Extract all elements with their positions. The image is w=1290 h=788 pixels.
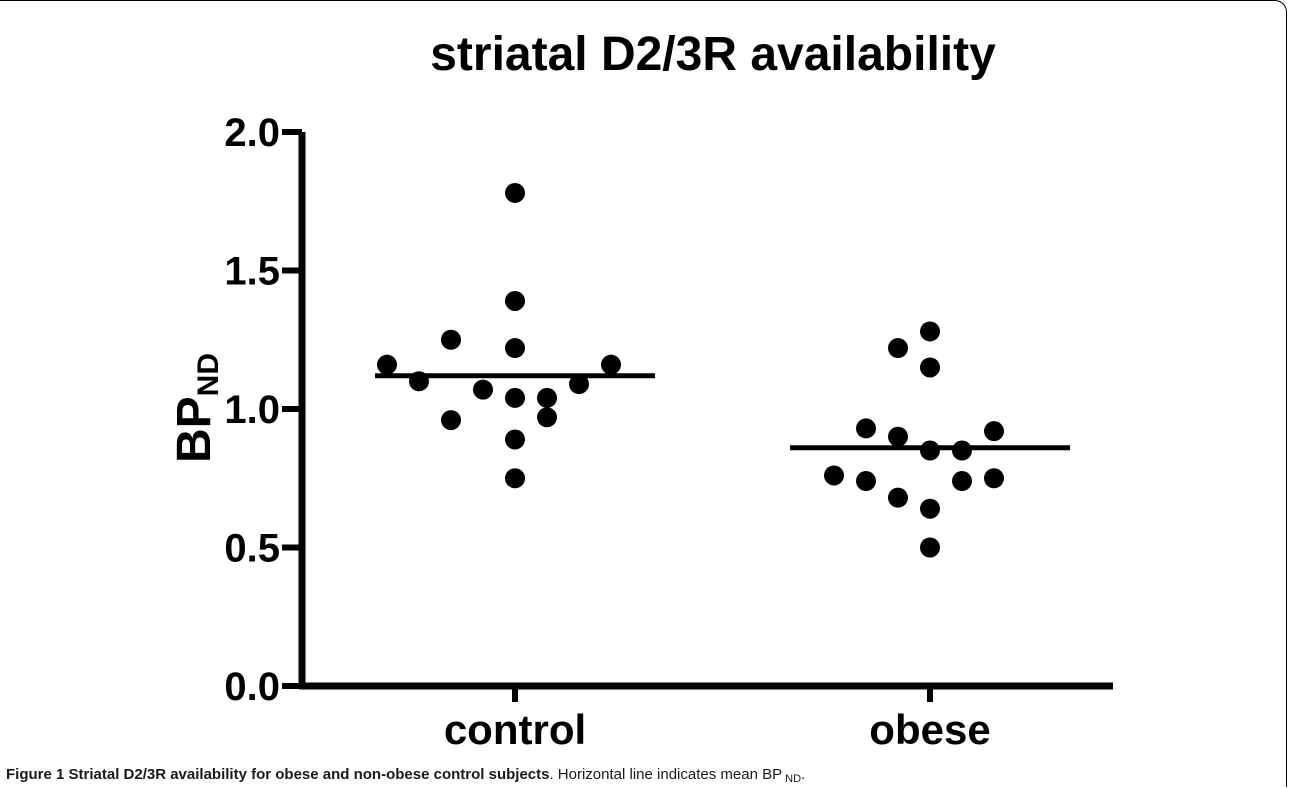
data-point-obese bbox=[888, 338, 908, 359]
data-point-control bbox=[505, 387, 525, 408]
data-point-control bbox=[505, 290, 525, 311]
caption-subscript: ND bbox=[785, 773, 802, 785]
svg-text:BPND: BPND bbox=[168, 353, 225, 463]
y-tick-label: 1.0 bbox=[224, 388, 280, 432]
data-point-obese bbox=[984, 421, 1004, 442]
data-point-obese bbox=[952, 471, 972, 492]
caption-label: Figure 1 Striatal D2/3R availability for… bbox=[6, 766, 550, 783]
data-point-obese bbox=[824, 465, 844, 486]
data-point-obese bbox=[856, 418, 876, 439]
chart-title: striatal D2/3R availability bbox=[430, 28, 996, 81]
figure-caption: Figure 1 Striatal D2/3R availability for… bbox=[6, 766, 1286, 785]
caption-text: . Horizontal line indicates mean BP bbox=[549, 766, 783, 783]
data-point-control bbox=[505, 429, 525, 450]
y-axis-label: BPND bbox=[168, 353, 225, 463]
y-axis-label-main: BP bbox=[168, 396, 221, 463]
axes bbox=[298, 132, 1113, 690]
x-tick-label-control: control bbox=[444, 706, 586, 753]
data-point-obese bbox=[952, 440, 972, 461]
data-point-obese bbox=[920, 537, 940, 558]
data-point-obese bbox=[888, 487, 908, 508]
data-point-obese bbox=[920, 498, 940, 519]
data-point-control bbox=[505, 468, 525, 489]
data-point-control bbox=[505, 182, 525, 203]
y-tick-label: 0.5 bbox=[224, 527, 280, 571]
data-point-obese bbox=[920, 321, 940, 342]
data-point-control bbox=[441, 410, 461, 431]
x-tick-label-obese: obese bbox=[869, 706, 990, 753]
y-axis-label-subscript: ND bbox=[192, 353, 225, 396]
data-point-obese bbox=[856, 471, 876, 492]
caption-end: . bbox=[801, 766, 806, 783]
data-point-obese bbox=[984, 468, 1004, 489]
x-ticks: control obese bbox=[444, 686, 991, 753]
data-point-control bbox=[441, 329, 461, 350]
data-point-obese bbox=[920, 357, 940, 378]
y-ticks: 0.0 0.5 1.0 1.5 2.0 bbox=[224, 111, 302, 709]
y-tick-label: 0.0 bbox=[224, 665, 280, 709]
data-point-control bbox=[377, 354, 397, 375]
data-point-control bbox=[601, 354, 621, 375]
data-point-control bbox=[473, 379, 493, 400]
data-point-obese bbox=[888, 426, 908, 447]
y-tick-label: 1.5 bbox=[224, 250, 280, 294]
data-point-control bbox=[569, 374, 589, 395]
y-tick-label: 2.0 bbox=[224, 111, 280, 155]
data-point-control bbox=[537, 407, 557, 428]
data-point-control bbox=[537, 387, 557, 408]
data-points bbox=[377, 182, 1004, 558]
data-point-obese bbox=[920, 440, 940, 461]
data-point-control bbox=[505, 338, 525, 359]
mean-lines bbox=[375, 373, 1070, 451]
scatter-chart: striatal D2/3R availability BPND 0.0 0.5 1… bbox=[168, 28, 1113, 753]
